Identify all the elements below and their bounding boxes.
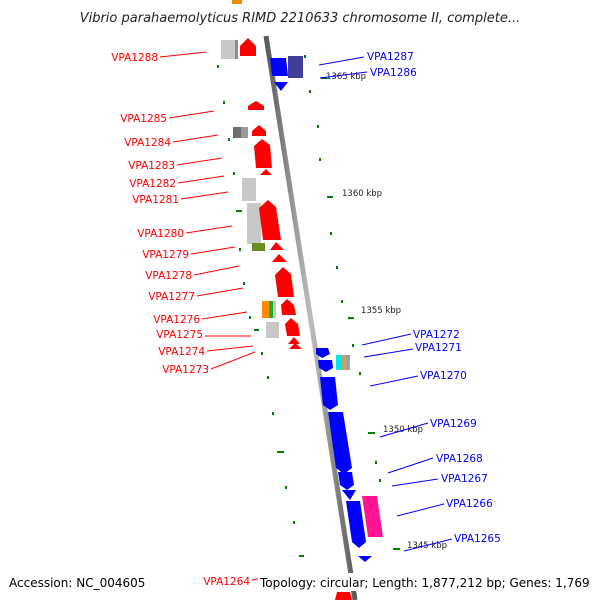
gene-arrow <box>270 242 284 250</box>
gene-label[interactable]: VPA1285 <box>120 113 167 125</box>
gene-arrow <box>281 299 296 315</box>
gene-label[interactable]: VPA1287 <box>367 51 414 63</box>
gene-arrow <box>285 318 300 336</box>
gene-label[interactable]: VPA1266 <box>446 498 493 510</box>
kbp-label: 1345 kbp <box>407 541 447 551</box>
gene-label[interactable]: VPA1288 <box>111 52 158 64</box>
gene-label[interactable]: VPA1274 <box>158 346 205 358</box>
topology-stats-text: Topology: circular; Length: 1,877,212 bp… <box>259 576 590 590</box>
gene-label[interactable]: VPA1283 <box>128 160 175 172</box>
gene-label[interactable]: VPA1268 <box>436 453 483 465</box>
gene-arrow <box>346 501 366 548</box>
tick-marks <box>217 55 400 587</box>
gene-features-right[interactable] <box>288 56 383 537</box>
gene-features-left[interactable] <box>221 40 279 338</box>
gene-arrow <box>254 139 272 168</box>
reverse-genes[interactable] <box>270 58 372 562</box>
gene-arrow <box>272 254 287 262</box>
accession-text: Accession: NC_004605 <box>9 576 145 590</box>
gene-block <box>242 178 256 201</box>
gene-arrow <box>358 556 372 562</box>
gene-label[interactable]: VPA1278 <box>145 270 192 282</box>
gene-arrow <box>274 82 288 91</box>
gene-arrow <box>338 472 354 490</box>
gene-label[interactable]: VPA1284 <box>124 137 171 149</box>
gene-block[interactable] <box>232 0 242 4</box>
gene-label[interactable]: VPA1273 <box>162 364 209 376</box>
map-title: Vibrio parahaemolyticus RIMD 2210633 chr… <box>80 11 521 26</box>
gene-arrow <box>318 360 333 372</box>
gene-label[interactable]: VPA1267 <box>441 473 488 485</box>
gene-block <box>336 355 342 370</box>
footer-stats-bg <box>258 573 594 591</box>
gene-label[interactable]: VPA1276 <box>153 314 200 326</box>
gene-label[interactable]: VPA1286 <box>370 67 417 79</box>
gene-label[interactable]: VPA1272 <box>413 329 460 341</box>
gene-block <box>247 203 261 244</box>
gene-label[interactable]: VPA1264 <box>203 576 250 588</box>
gene-arrow <box>275 267 294 297</box>
gene-arrow <box>270 58 288 76</box>
left-gene-labels: VPA1288 VPA1285 VPA1284 VPA1283 VPA1282 … <box>111 52 250 588</box>
gene-block <box>221 40 235 59</box>
gene-arrow <box>260 169 272 175</box>
chromosome-backbone <box>263 35 358 600</box>
gene-label[interactable]: VPA1265 <box>454 533 501 545</box>
right-gene-labels: VPA1287 VPA1286 VPA1272 VPA1271 VPA1270 … <box>367 51 501 545</box>
gene-block <box>262 301 269 318</box>
gene-block <box>342 355 346 370</box>
gene-label[interactable]: VPA1282 <box>129 178 176 190</box>
kbp-label: 1365 kbp <box>326 72 366 82</box>
kbp-label: 1360 kbp <box>342 189 382 199</box>
gene-label[interactable]: VPA1270 <box>420 370 467 382</box>
gene-label[interactable]: VPA1280 <box>137 228 184 240</box>
gene-label[interactable]: VPA1269 <box>430 418 477 430</box>
gene-block <box>241 127 248 138</box>
gene-block <box>273 301 276 318</box>
gene-arrow <box>240 38 256 56</box>
gene-block <box>269 301 274 318</box>
gene-arrow <box>248 101 264 110</box>
gene-arrow <box>288 337 300 344</box>
gene-arrow <box>328 412 352 474</box>
gene-arrow <box>316 348 330 358</box>
gene-arrow <box>252 125 266 136</box>
gene-label[interactable]: VPA1275 <box>156 329 203 341</box>
leader-lines-right <box>318 56 453 552</box>
gene-label[interactable]: VPA1271 <box>415 342 462 354</box>
gene-arrow <box>335 592 352 600</box>
gene-block <box>346 355 350 370</box>
gene-block <box>235 40 238 59</box>
gene-block <box>266 322 279 338</box>
gene-arrow <box>342 490 356 500</box>
gene-arrow <box>289 343 302 349</box>
kbp-label: 1355 kbp <box>361 306 401 316</box>
forward-genes[interactable] <box>240 38 352 600</box>
gene-label[interactable]: VPA1277 <box>148 291 195 303</box>
gene-arrow <box>259 200 281 240</box>
gene-block <box>252 243 265 251</box>
gene-arrow <box>320 377 338 410</box>
gene-block <box>288 56 303 78</box>
leader-lines-left <box>159 51 263 581</box>
gene-block <box>362 496 383 537</box>
gene-label[interactable]: VPA1281 <box>132 194 179 206</box>
gene-label[interactable]: VPA1279 <box>142 249 189 261</box>
gene-block <box>233 127 241 138</box>
